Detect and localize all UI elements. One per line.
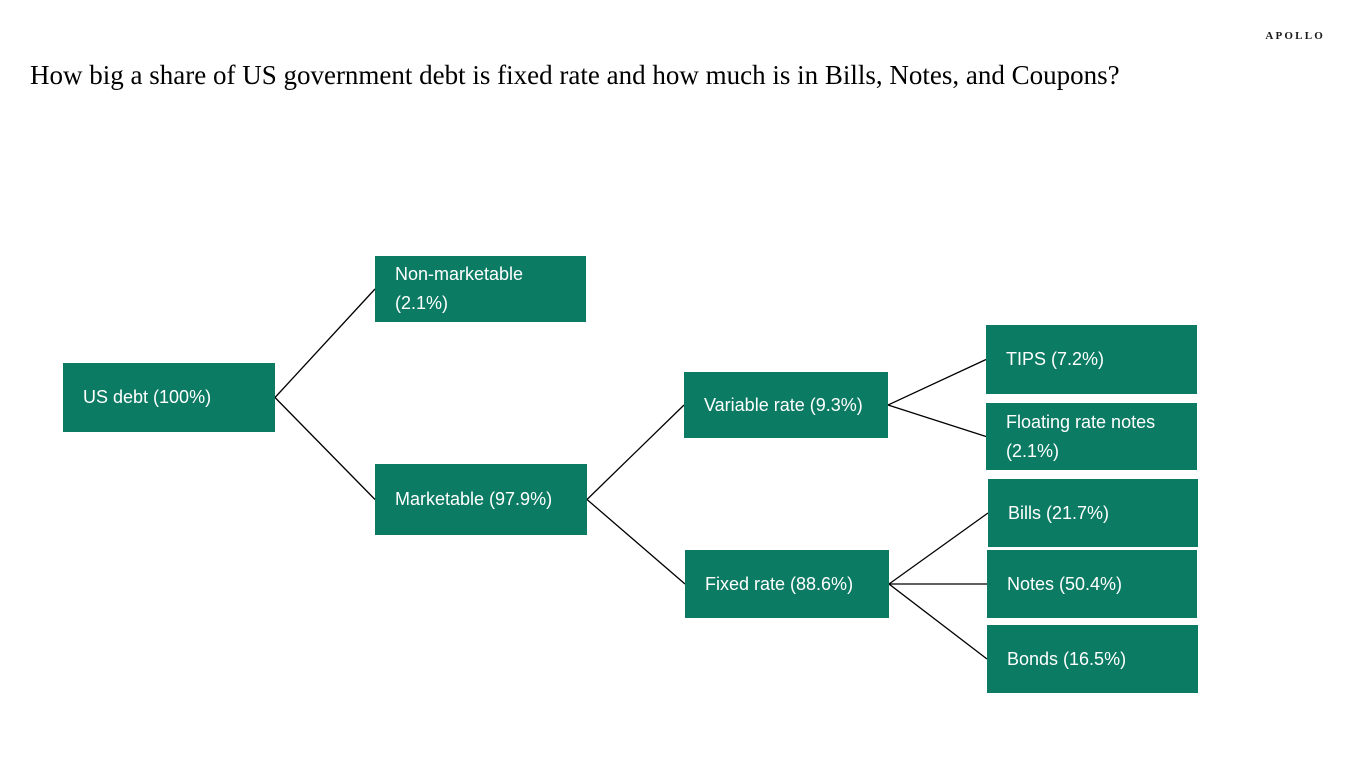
tree-node-bills: Bills (21.7%) [988,479,1198,547]
tree-node-label: Floating rate notes (2.1%) [1006,411,1156,461]
tree-node-notes: Notes (50.4%) [987,550,1197,618]
tree-node-label: Notes (50.4%) [1007,573,1123,594]
tree-node-us-debt: US debt (100%) [63,363,275,432]
tree-node-label: Variable rate (9.3%) [704,394,863,415]
tree-node-variable-rate: Variable rate (9.3%) [684,372,888,438]
tree-node-non-marketable: Non-marketable (2.1%) [375,256,586,322]
connector-line [887,358,987,406]
tree-node-label: Bills (21.7%) [1008,502,1110,523]
page-title: How big a share of US government debt is… [30,60,1120,90]
tree-node-label: TIPS (7.2%) [1006,349,1105,369]
connector-line [586,499,686,585]
tree-node-floating-rate-notes: Floating rate notes (2.1%) [986,403,1197,470]
tree-node-label: Marketable (97.9%) [395,489,553,509]
tree-node-label: Fixed rate (88.6%) [705,573,854,594]
connector-line [274,288,376,398]
tree-node-marketable: Marketable (97.9%) [375,464,587,535]
tree-node-bonds: Bonds (16.5%) [987,625,1198,693]
brand-logo: APOLLO [1265,30,1325,42]
connector-line [888,583,988,660]
connector-line [274,397,376,500]
connector-line [586,404,685,500]
connector-line [887,404,987,438]
tree-node-tips: TIPS (7.2%) [986,325,1197,394]
tree-node-label: Non-marketable (2.1%) [395,264,524,313]
tree-node-fixed-rate: Fixed rate (88.6%) [685,550,889,618]
tree-node-label: US debt (100%) [83,387,212,407]
connector-line [888,512,989,585]
tree-node-label: Bonds (16.5%) [1007,648,1127,669]
